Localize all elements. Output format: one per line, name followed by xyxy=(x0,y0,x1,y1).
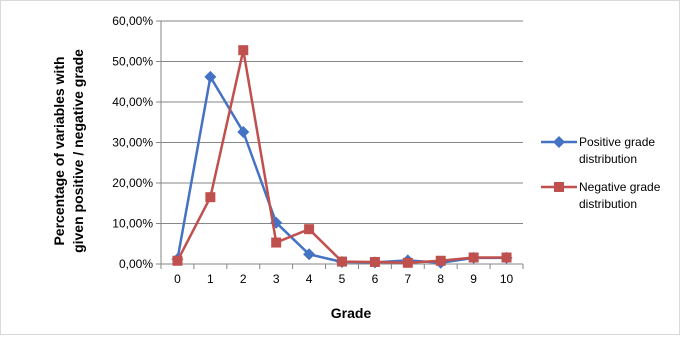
data-point-square xyxy=(238,45,249,56)
series-line-1 xyxy=(176,48,507,265)
legend-label-negative-1: Negative grade xyxy=(579,180,661,194)
y-tick-label: 30,00% xyxy=(112,136,153,150)
x-tick-label: 7 xyxy=(404,272,411,286)
data-point-square xyxy=(501,252,512,263)
gridlines xyxy=(161,20,523,224)
legend-label-positive-2: distribution xyxy=(579,152,637,166)
x-tick-label: 3 xyxy=(273,272,280,286)
y-tick-label: 50,00% xyxy=(112,55,153,69)
y-tick-label: 60,00% xyxy=(112,14,153,28)
x-axis-title: Grade xyxy=(331,305,372,321)
data-point-diamond xyxy=(204,70,217,83)
legend-label-positive-1: Positive grade xyxy=(579,135,655,149)
legend-marker-positive xyxy=(553,136,565,148)
x-tick-label: 4 xyxy=(306,272,313,286)
y-tick-labels: 0,00% 10,00% 20,00% 30,00% 40,00% 50,00% 60,00… xyxy=(112,14,153,271)
legend-label-negative-2: distribution xyxy=(579,197,637,211)
legend: Positive grade distribution Negative gra… xyxy=(541,135,661,211)
x-tick-label: 1 xyxy=(207,272,214,286)
data-point-square xyxy=(304,224,315,235)
data-point-square xyxy=(369,256,380,267)
line-chart: 0,00% 10,00% 20,00% 30,00% 40,00% 50,00% 60,00… xyxy=(51,14,661,321)
y-tick-label: 20,00% xyxy=(112,176,153,190)
data-point-square xyxy=(337,256,347,267)
x-tick-label: 2 xyxy=(240,272,247,286)
y-tick-label: 40,00% xyxy=(112,95,153,109)
x-tick-label: 8 xyxy=(437,272,444,286)
data-point-square xyxy=(205,192,216,203)
y-axis-title-line-1: Percentage of variables with xyxy=(51,56,67,245)
series-line-0 xyxy=(176,75,507,265)
data-point-square xyxy=(435,255,446,266)
x-tick-label: 0 xyxy=(174,272,181,286)
legend-item-negative: Negative grade distribution xyxy=(541,180,661,211)
x-tick-label: 6 xyxy=(372,272,379,286)
y-axis-title-line-2: given positive / negative grade xyxy=(70,49,86,253)
y-tick-label: 10,00% xyxy=(112,217,153,231)
data-point-diamond xyxy=(237,125,250,138)
y-tick-label: 0,00% xyxy=(119,257,153,271)
axes xyxy=(156,20,524,269)
x-tick-label: 5 xyxy=(339,272,346,286)
data-point-square xyxy=(402,257,413,268)
x-tick-label: 9 xyxy=(470,272,477,286)
data-point-square xyxy=(271,237,282,248)
series-lines xyxy=(171,45,513,269)
x-tick-labels: 0 1 2 3 4 5 6 7 8 9 10 xyxy=(174,272,513,286)
data-point-square xyxy=(172,255,183,266)
x-tick-label: 10 xyxy=(500,272,514,286)
legend-marker-negative xyxy=(554,182,564,192)
data-point-square xyxy=(468,252,479,263)
legend-item-positive: Positive grade distribution xyxy=(541,135,655,166)
data-point-diamond xyxy=(303,248,316,261)
